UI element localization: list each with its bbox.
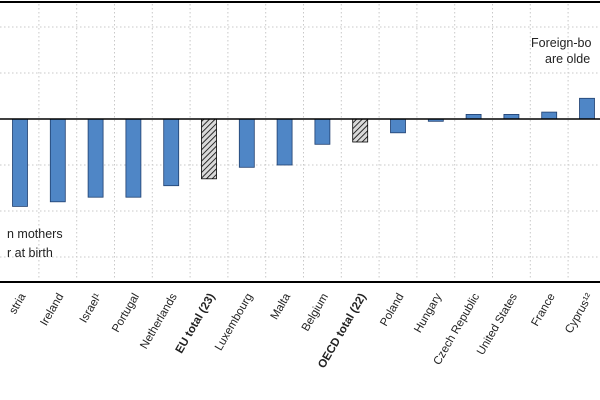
category-label: France xyxy=(530,292,558,329)
bar-austria xyxy=(12,118,28,207)
annotation-bottom-left-line-2: r at birth xyxy=(7,246,53,260)
category-label: Portugal xyxy=(110,292,142,335)
category-label: EU total (23) xyxy=(174,291,218,355)
category-label: Luxembourg xyxy=(213,292,255,353)
category-label: Poland xyxy=(378,292,406,329)
annotation-bottom-left: n mothers r at birth xyxy=(7,227,63,260)
category-label: Israel¹ xyxy=(78,291,104,325)
category-label: Hungary xyxy=(412,291,444,335)
category-label: Malta xyxy=(269,291,294,322)
category-labels: stria Ireland Israel¹ PortugalNetherlandsEU… xyxy=(7,291,596,371)
category-label: Ireland xyxy=(38,292,66,328)
bar-malta xyxy=(276,118,293,166)
bar-poland xyxy=(390,118,406,134)
gridlines xyxy=(0,4,600,280)
bar-luxembourg xyxy=(238,118,255,168)
category-label: Netherlands xyxy=(138,291,180,351)
chart-frame xyxy=(0,1,600,283)
bar-cyprus-1-2 xyxy=(579,97,595,120)
category-label: Belgium xyxy=(300,292,331,334)
bar-israel xyxy=(87,118,104,198)
bar-portugal xyxy=(125,118,142,198)
annotation-top-right-line-1: Foreign-bo xyxy=(531,36,591,50)
annotation-top-right-line-2: are olde xyxy=(545,52,590,66)
bar-ireland xyxy=(49,118,66,203)
bar-eu-total-23 xyxy=(201,118,217,180)
annotation-top-right: Foreign-bo are olde xyxy=(531,36,591,66)
bar-belgium xyxy=(314,118,331,145)
category-label: stria xyxy=(7,291,29,316)
bars xyxy=(12,97,595,207)
category-label: Cyprus¹² xyxy=(563,291,596,335)
bar-oecd-total-22 xyxy=(352,118,369,143)
category-label: United States xyxy=(475,291,520,357)
bar-france xyxy=(541,111,558,120)
annotation-bottom-left-line-1: n mothers xyxy=(7,227,63,241)
bar-netherlands xyxy=(163,118,180,187)
